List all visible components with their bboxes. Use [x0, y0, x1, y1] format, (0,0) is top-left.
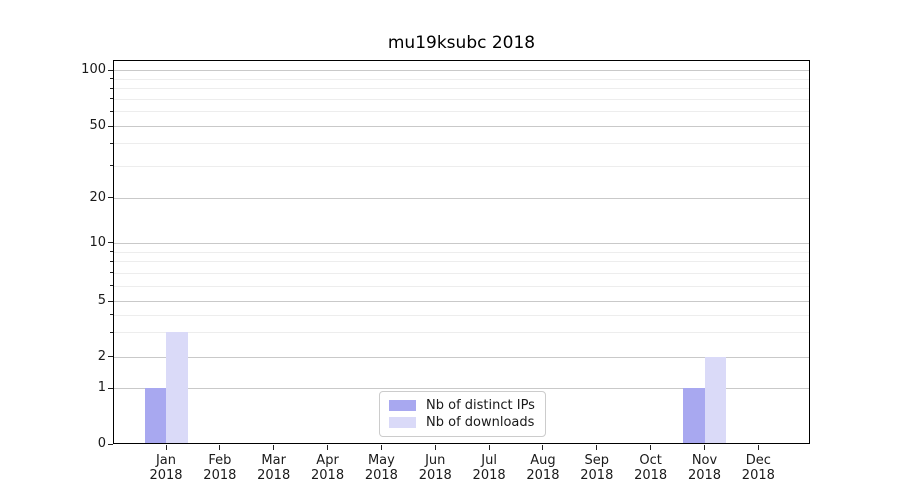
x-axis-label: Jan 2018	[149, 453, 183, 483]
chart-title: mu19ksubc 2018	[387, 33, 536, 53]
y-axis-label: 100	[81, 62, 106, 77]
y-axis-label: 2	[97, 348, 106, 364]
gridline-major	[113, 126, 810, 127]
x-axis-tick	[273, 445, 275, 450]
legend-label-distinct-ips: Nb of distinct IPs	[426, 398, 535, 413]
gridline-minor	[113, 78, 810, 80]
x-axis-label: Jul 2018	[472, 453, 506, 483]
x-axis-label: Oct 2018	[634, 453, 668, 483]
x-axis-tick	[488, 445, 490, 450]
legend-swatch-distinct-ips	[389, 400, 416, 411]
x-axis-tick	[165, 445, 167, 450]
x-axis-tick	[434, 445, 436, 450]
y-axis-label: 5	[97, 293, 106, 308]
y-axis-minor-tick	[110, 331, 113, 333]
legend-item-distinct-ips: Nb of distinct IPs	[389, 398, 536, 413]
y-axis-label: 20	[89, 189, 106, 205]
x-axis-tick	[757, 445, 759, 450]
y-axis-tick	[108, 443, 113, 445]
y-axis-tick	[108, 197, 113, 199]
gridline-minor	[113, 165, 810, 167]
bar-downloads	[166, 332, 188, 444]
y-axis-minor-tick	[110, 272, 113, 274]
gridline-minor	[113, 314, 810, 316]
y-axis-tick	[108, 387, 113, 389]
gridline-major	[113, 356, 810, 358]
bar-downloads	[704, 356, 726, 444]
gridline-minor	[113, 332, 810, 334]
y-axis-tick	[108, 69, 113, 71]
legend: Nb of distinct IPs Nb of downloads	[379, 391, 546, 437]
y-axis-label: 1	[97, 380, 106, 396]
x-axis-label: May 2018	[364, 453, 398, 483]
gridline-minor	[113, 98, 810, 100]
x-axis-label: Apr 2018	[311, 453, 345, 483]
bar-distinct-ips	[683, 388, 705, 444]
gridline-minor	[113, 285, 810, 287]
x-axis-tick	[327, 445, 329, 450]
x-axis-label: Feb 2018	[203, 453, 237, 483]
y-axis-minor-tick	[110, 165, 113, 167]
x-axis-tick	[704, 445, 705, 450]
gridline-minor	[113, 143, 810, 145]
gridline-minor	[113, 111, 810, 113]
x-axis-label: Mar 2018	[257, 453, 291, 483]
y-axis-label: 10	[89, 234, 106, 250]
y-axis-minor-tick	[110, 87, 113, 89]
y-axis-minor-tick	[110, 260, 113, 262]
gridline-major	[113, 70, 810, 71]
gridline-major	[113, 242, 810, 244]
gridline-minor	[113, 251, 810, 253]
x-axis-label: Dec 2018	[741, 453, 775, 483]
y-axis-minor-tick	[110, 251, 113, 253]
legend-label-downloads: Nb of downloads	[426, 415, 535, 430]
y-axis-tick	[108, 125, 113, 127]
y-axis-minor-tick	[110, 98, 113, 100]
y-axis-tick	[108, 356, 113, 358]
x-axis-tick	[596, 445, 598, 450]
y-axis-minor-tick	[110, 285, 113, 287]
gridline-major	[113, 388, 810, 390]
bar-distinct-ips	[144, 388, 166, 444]
x-axis-label: Sep 2018	[580, 453, 614, 483]
x-axis-label: Nov 2018	[687, 453, 722, 483]
x-axis-tick	[380, 445, 382, 450]
x-axis-tick	[542, 445, 544, 450]
gridline-major	[113, 301, 810, 302]
x-axis-tick	[650, 445, 652, 450]
x-axis-label: Jun 2018	[418, 453, 452, 483]
legend-swatch-downloads	[389, 417, 416, 428]
y-axis-label: 0	[97, 436, 106, 451]
x-axis-tick	[219, 445, 221, 450]
gridline-major	[113, 197, 810, 199]
y-axis-label: 50	[89, 118, 106, 133]
y-axis-minor-tick	[110, 314, 113, 316]
gridline-minor	[113, 88, 810, 90]
y-axis-minor-tick	[110, 78, 113, 79]
x-axis-label: Aug 2018	[526, 453, 560, 483]
legend-item-downloads: Nb of downloads	[389, 415, 536, 430]
y-axis-minor-tick	[110, 142, 113, 144]
gridline-minor	[113, 261, 810, 263]
y-axis-tick	[108, 242, 113, 244]
gridline-minor	[113, 272, 810, 274]
y-axis-tick	[108, 300, 113, 302]
y-axis-minor-tick	[110, 110, 113, 112]
